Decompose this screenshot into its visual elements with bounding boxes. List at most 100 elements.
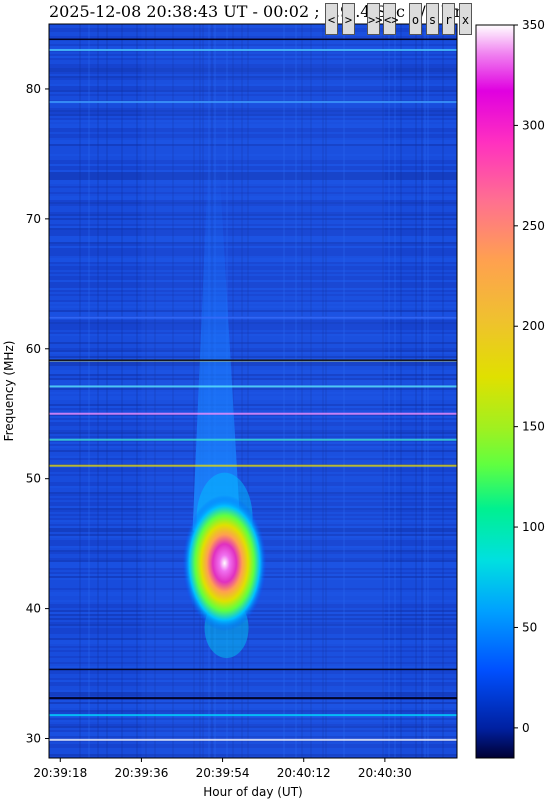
- heatmap-row: [49, 624, 457, 626]
- heatmap-column: [145, 24, 147, 758]
- heatmap-column: [136, 24, 138, 758]
- heatmap-row: [49, 344, 457, 346]
- heatmap-row: [49, 142, 457, 144]
- heatmap-row: [49, 506, 457, 508]
- heatmap-row: [49, 274, 457, 276]
- heatmap-row: [49, 466, 457, 468]
- heatmap-column: [106, 24, 108, 758]
- heatmap-row: [49, 428, 457, 430]
- close-button[interactable]: x: [459, 3, 472, 35]
- heatmap-column: [88, 24, 90, 758]
- heatmap-row: [49, 460, 457, 462]
- heatmap-row: [49, 660, 457, 662]
- plot-frame: [48, 23, 458, 759]
- heatmap-row: [49, 182, 457, 184]
- heatmap-row: [49, 146, 457, 148]
- heatmap-row: [49, 392, 457, 394]
- s-button[interactable]: s: [426, 3, 439, 35]
- heatmap-row: [49, 312, 457, 314]
- heatmap-row: [49, 104, 457, 106]
- heatmap-row: [49, 176, 457, 178]
- heatmap-row: [49, 40, 457, 42]
- o-button[interactable]: o: [409, 3, 422, 35]
- heatmap-row: [49, 266, 457, 268]
- heatmap-row: [49, 288, 457, 290]
- heatmap-row: [49, 294, 457, 296]
- heatmap-row: [49, 490, 457, 492]
- r-button[interactable]: r: [442, 3, 455, 35]
- heatmap-row: [49, 188, 457, 190]
- heatmap-row: [49, 492, 457, 494]
- heatmap-row: [49, 644, 457, 646]
- heatmap-row: [49, 134, 457, 136]
- fast-forward-button[interactable]: >>: [367, 3, 382, 35]
- heatmap-row: [49, 614, 457, 616]
- heatmap-row: [49, 276, 457, 278]
- toggle-button[interactable]: <>: [383, 3, 398, 35]
- heatmap-row: [49, 84, 457, 86]
- heatmap-row: [49, 70, 457, 72]
- heatmap-row: [49, 740, 457, 742]
- heatmap-row: [49, 32, 457, 34]
- heatmap-row: [49, 370, 457, 372]
- heatmap-texture: [49, 24, 457, 758]
- x-tick-label: 20:40:30: [358, 766, 412, 780]
- heatmap-row: [49, 68, 457, 70]
- dark-line: [49, 697, 457, 699]
- heatmap-row: [49, 144, 457, 146]
- heatmap-row: [49, 340, 457, 342]
- heatmap-row: [49, 306, 457, 308]
- heatmap-row: [49, 712, 457, 714]
- heatmap-row: [49, 336, 457, 338]
- heatmap-row: [49, 684, 457, 686]
- heatmap-row: [49, 658, 457, 660]
- heatmap-column: [241, 24, 243, 758]
- heatmap-row: [49, 710, 457, 712]
- heatmap-row: [49, 224, 457, 226]
- heatmap-row: [49, 622, 457, 624]
- heatmap-row: [49, 724, 457, 726]
- heatmap-row: [49, 180, 457, 182]
- heatmap-row: [49, 752, 457, 754]
- heatmap-row: [49, 708, 457, 710]
- heatmap-row: [49, 470, 457, 472]
- heatmap-row: [49, 184, 457, 186]
- heatmap-row: [49, 458, 457, 460]
- heatmap-row: [49, 324, 457, 326]
- heatmap-row: [49, 30, 457, 32]
- heatmap-row: [49, 444, 457, 446]
- next-button[interactable]: >: [342, 3, 355, 35]
- heatmap-row: [49, 232, 457, 234]
- heatmap-row: [49, 320, 457, 322]
- heatmap-row: [49, 626, 457, 628]
- heatmap-row: [49, 170, 457, 172]
- heatmap-row: [49, 742, 457, 744]
- heatmap-row: [49, 250, 457, 252]
- colorbar-tick-label: 100: [522, 520, 545, 534]
- heatmap-row: [49, 204, 457, 206]
- heatmap-row: [49, 690, 457, 692]
- heatmap-row: [49, 728, 457, 730]
- heatmap-row: [49, 178, 457, 180]
- heatmap-row: [49, 426, 457, 428]
- heatmap-row: [49, 450, 457, 452]
- heatmap-row: [49, 192, 457, 194]
- heatmap-row: [49, 666, 457, 668]
- prev-button[interactable]: <: [325, 3, 338, 35]
- heatmap-row: [49, 172, 457, 174]
- heatmap-row: [49, 42, 457, 44]
- heatmap-row: [49, 430, 457, 432]
- rfi-line: [49, 412, 457, 415]
- heatmap-row: [49, 468, 457, 470]
- heatmap-row: [49, 206, 457, 208]
- heatmap-row: [49, 754, 457, 756]
- heatmap-row: [49, 636, 457, 638]
- heatmap-row: [49, 682, 457, 684]
- heatmap-row: [49, 372, 457, 374]
- heatmap-row: [49, 662, 457, 664]
- heatmap-row: [49, 634, 457, 636]
- heatmap-row: [49, 210, 457, 212]
- heatmap-row: [49, 130, 457, 132]
- y-tick-label: 40: [26, 602, 41, 616]
- heatmap-row: [49, 388, 457, 390]
